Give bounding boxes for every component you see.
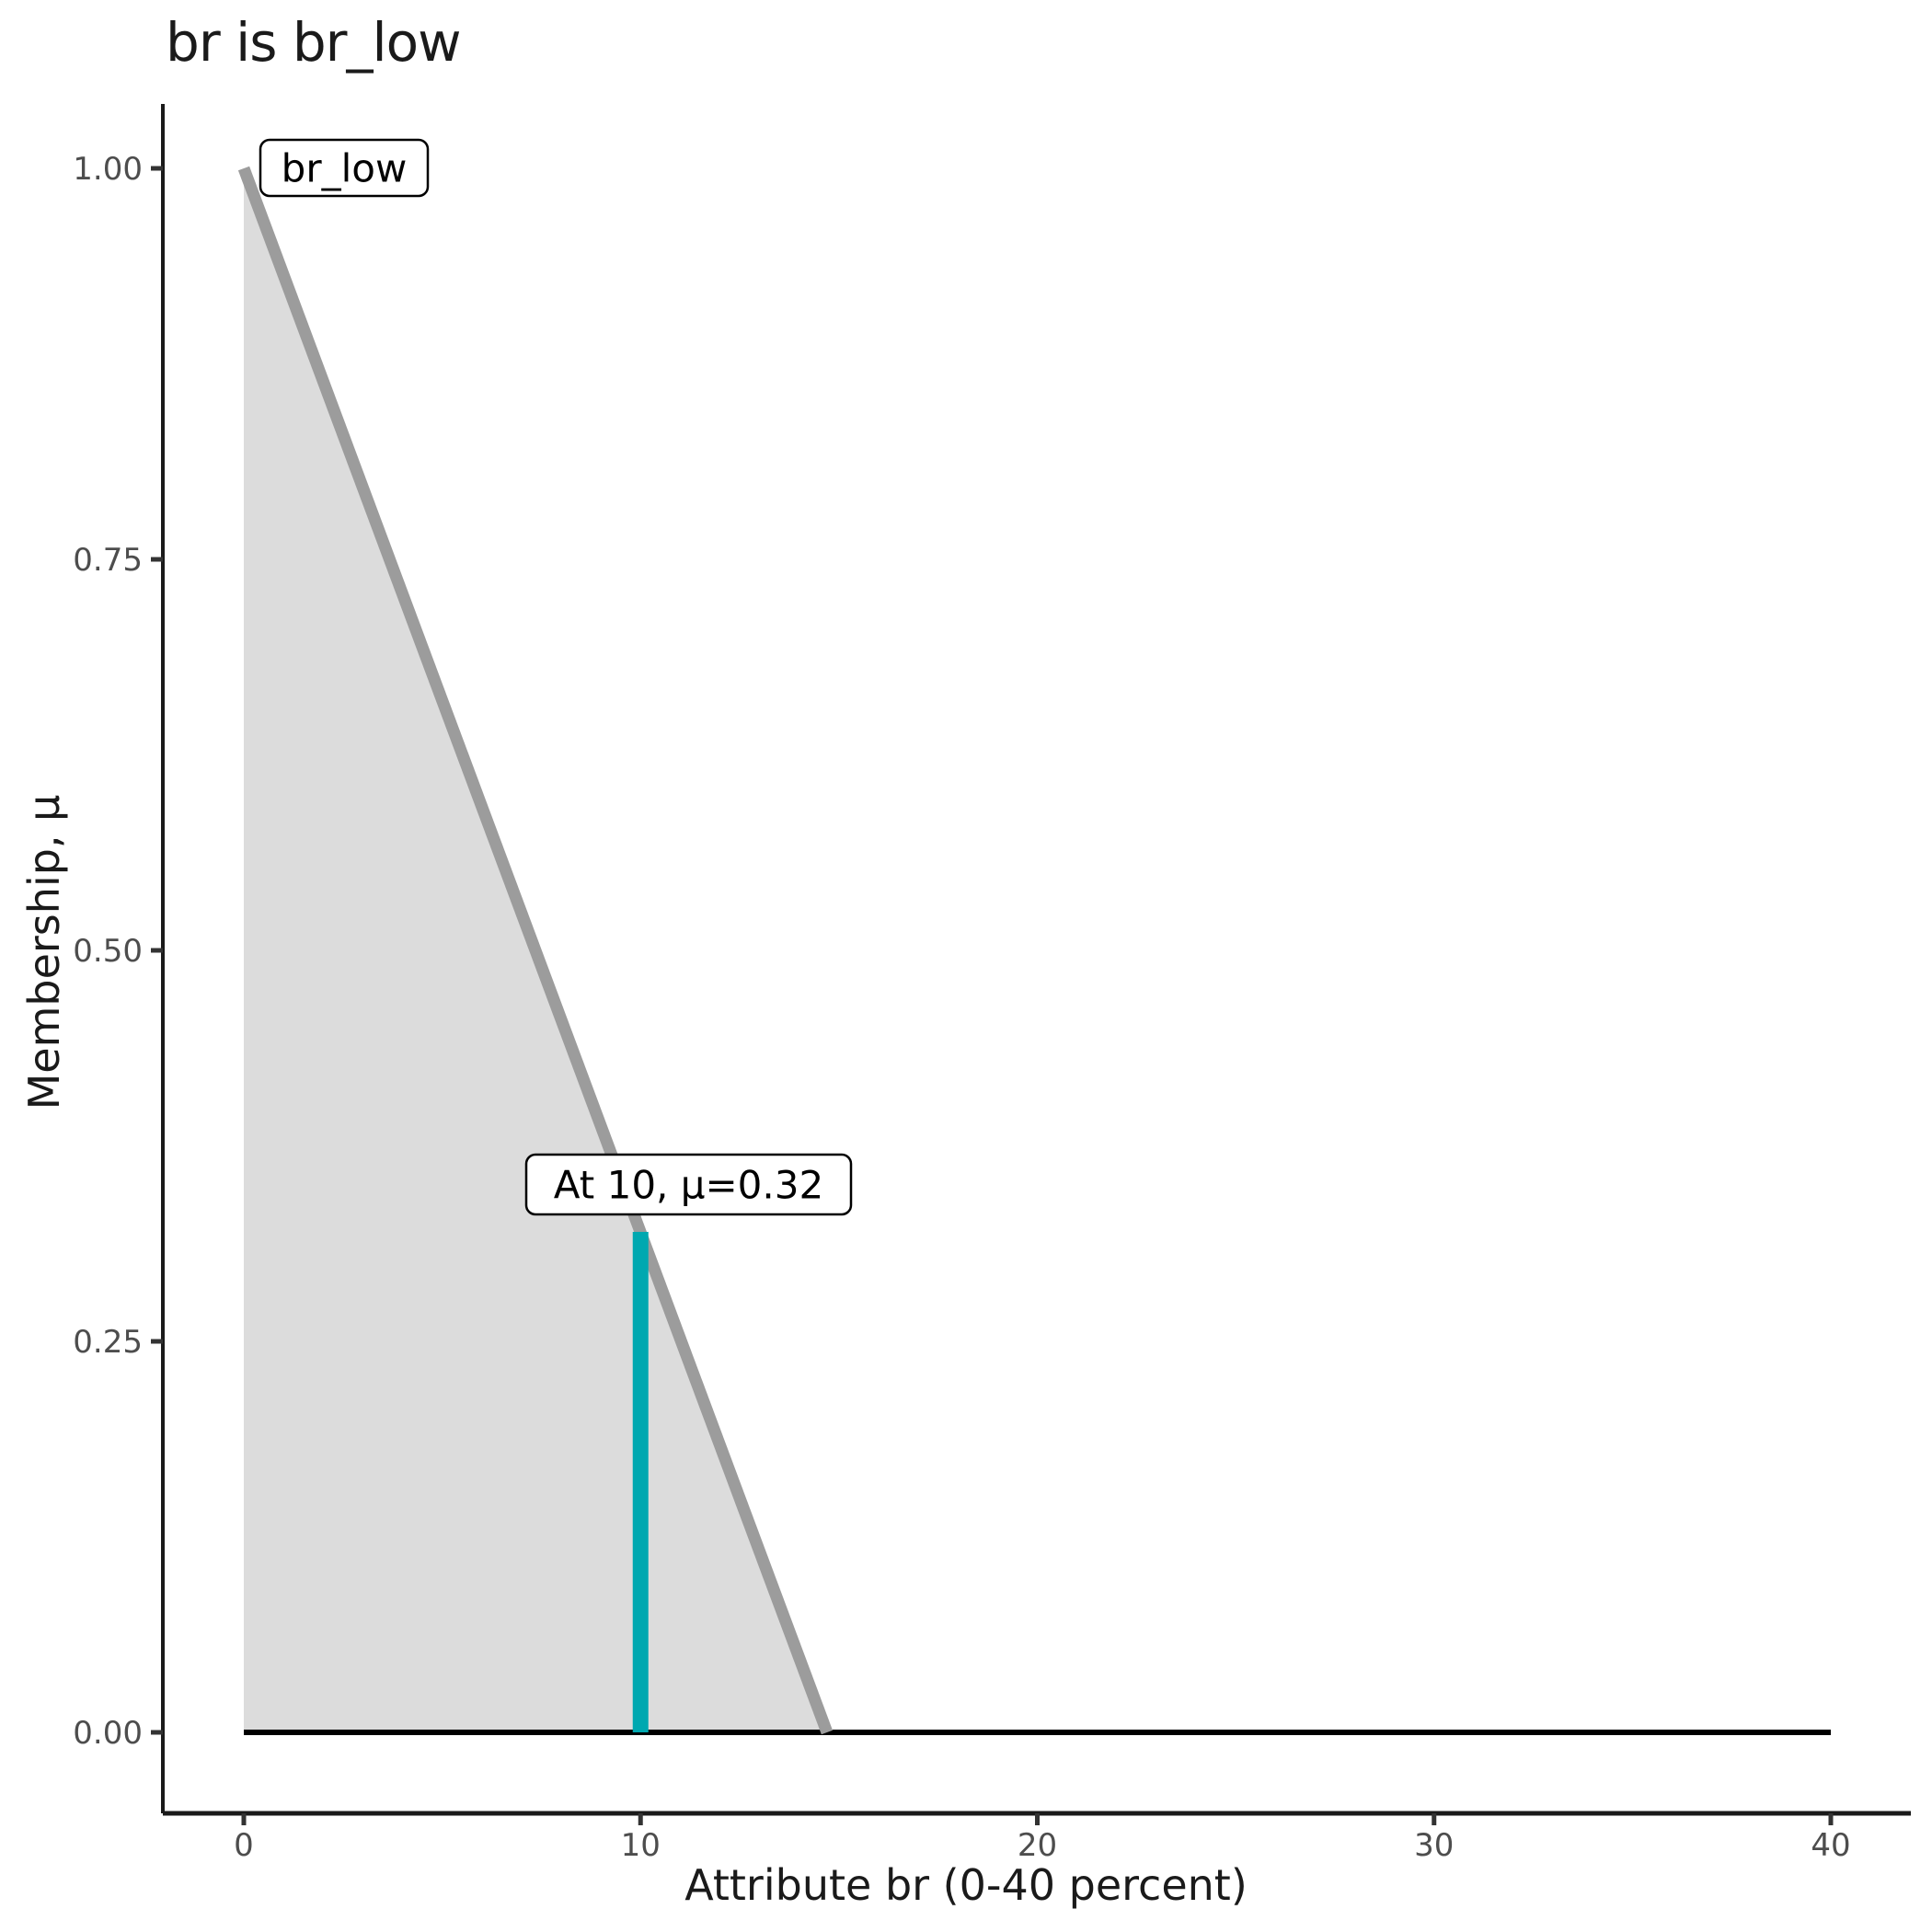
y-tick-label: 1.00: [73, 151, 143, 188]
y-tick-label: 0.50: [73, 933, 143, 970]
chart-title: br is br_low: [166, 11, 462, 74]
x-tick-label: 10: [621, 1827, 661, 1864]
x-tick-label: 40: [1811, 1827, 1850, 1864]
y-axis-title: Membership, μ: [19, 794, 69, 1110]
membership-curve: [237, 166, 834, 1735]
y-tick-label: 0.25: [73, 1324, 143, 1361]
crisp-label-text: At 10, μ=0.32: [554, 1163, 823, 1208]
mf-label-text: br_low: [282, 146, 408, 191]
x-axis-title: Attribute br (0-40 percent): [684, 1860, 1248, 1910]
y-tick-label: 0.00: [73, 1715, 143, 1752]
crisp-label-box: [524, 1153, 853, 1216]
x-tick-label: 20: [1018, 1827, 1057, 1864]
x-tick-label: 0: [234, 1827, 254, 1864]
x-tick-label: 30: [1414, 1827, 1454, 1864]
y-tick-label: 0.75: [73, 542, 143, 579]
mf-label-box: [259, 138, 430, 198]
